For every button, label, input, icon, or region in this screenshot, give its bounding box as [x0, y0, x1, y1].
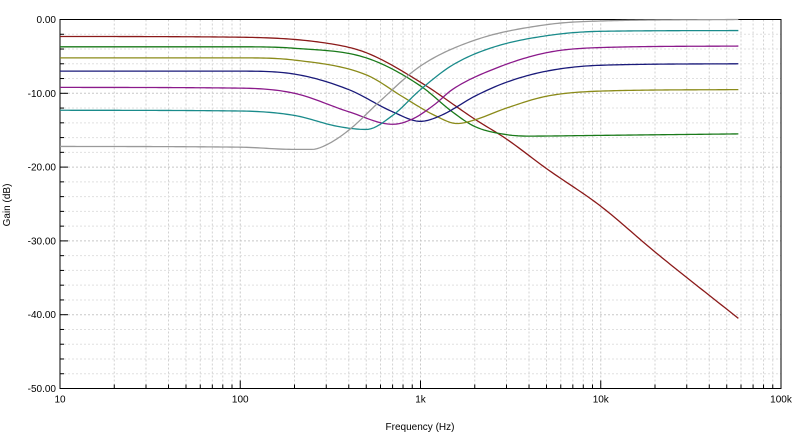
y-tick-label: -40.00: [28, 310, 57, 321]
y-tick-label: -30.00: [28, 236, 57, 247]
x-tick-label: 10: [54, 395, 66, 406]
series-line-7: [60, 18, 739, 151]
series-line-5: [60, 45, 739, 125]
y-tick-label: -20.00: [28, 163, 57, 174]
y-tick-label: 0.00: [37, 15, 57, 26]
series-line-3: [60, 57, 739, 125]
series-line-2: [60, 46, 739, 137]
x-tick-label: 1k: [415, 395, 427, 406]
x-tick-label: 100: [232, 395, 249, 406]
x-tick-label: 100k: [770, 395, 793, 406]
x-tick-label: 10k: [593, 395, 610, 406]
series-line-6: [59, 29, 739, 131]
x-axis-label: Frequency (Hz): [386, 422, 455, 433]
y-tick-label: -50.00: [28, 384, 57, 395]
y-axis-label: Gain (dB): [2, 184, 13, 227]
series-line-1: [59, 35, 739, 319]
x-tick-labels: 10 100 1k 10k 100k: [54, 380, 793, 406]
y-tick-label: -10.00: [28, 89, 57, 100]
series-line-4: [60, 63, 739, 122]
y-tick-labels: 0.00 -10.00 -20.00 -30.00 -40.00 -50.00: [28, 15, 68, 395]
series-group: [59, 18, 739, 319]
